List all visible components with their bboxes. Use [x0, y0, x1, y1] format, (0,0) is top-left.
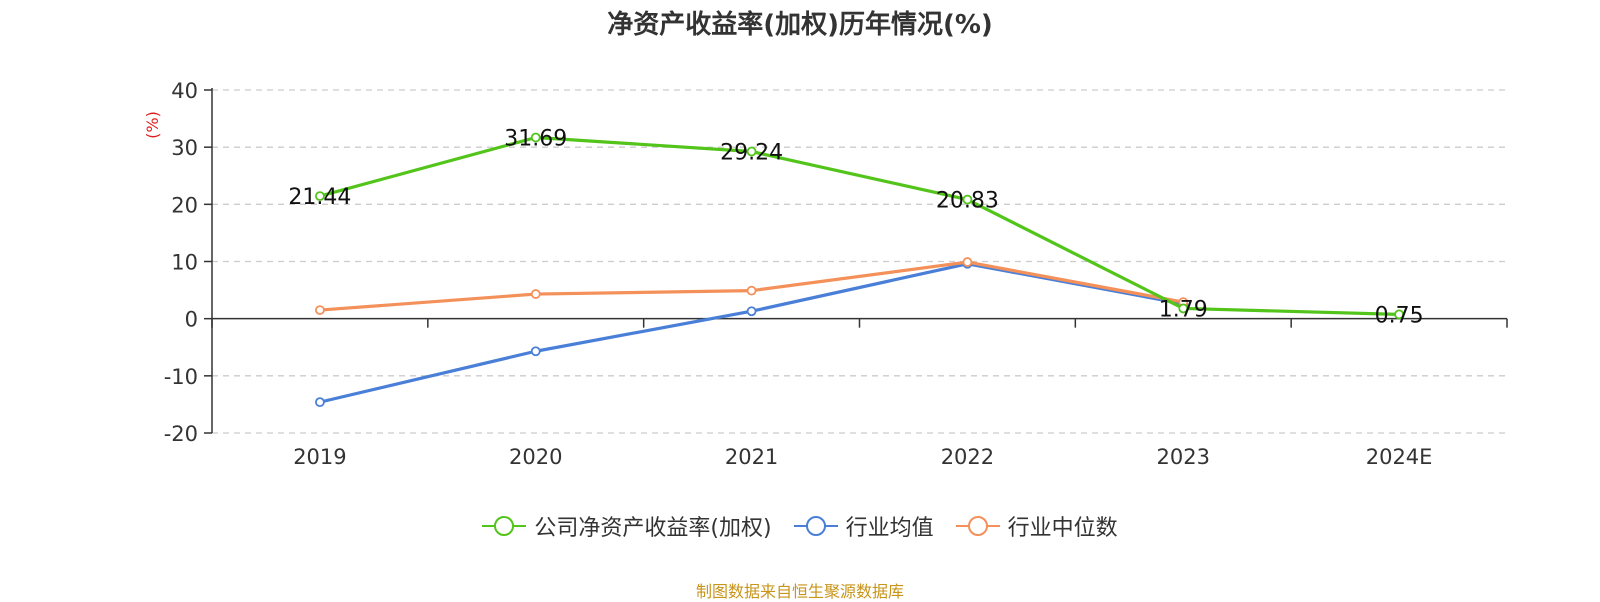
data-label: 20.83	[936, 189, 999, 214]
data-point	[962, 194, 973, 205]
x-tick-label: 2019	[293, 445, 346, 469]
data-point	[530, 132, 541, 143]
data-point	[315, 305, 325, 315]
series-lines	[315, 132, 1404, 408]
y-tick-label: 20	[171, 193, 198, 217]
y-tick-label: 40	[171, 79, 198, 103]
x-tick-label: 2022	[941, 445, 994, 469]
source-note: 制图数据来自恒生聚源数据库	[695, 582, 904, 601]
legend: 公司净资产收益率(加权) 行业均值 行业中位数	[0, 510, 1600, 542]
data-point	[530, 289, 541, 299]
data-point	[746, 285, 757, 296]
series-line-1	[319, 262, 1184, 404]
chart-title: 净资产收益率(加权)历年情况(%)	[607, 10, 993, 40]
data-point	[746, 146, 757, 157]
data-label: 29.24	[720, 141, 783, 166]
data-label: 1.79	[1159, 297, 1208, 322]
series-line-0	[319, 135, 1400, 316]
data-label: 21.44	[288, 185, 351, 210]
data-point	[315, 397, 325, 408]
data-point	[746, 306, 757, 317]
x-tick-label: 2023	[1157, 445, 1210, 469]
axes: 40 30 20 10 0 -10 -20 2019 2020 2021 2022 2023 2024E	[164, 79, 1508, 469]
x-tick-label: 2021	[725, 445, 778, 469]
legend-item-2[interactable]: 行业中位数	[955, 510, 1118, 542]
legend-label: 行业均值	[845, 516, 934, 541]
legend-swatch-icon	[793, 516, 838, 536]
data-point	[315, 191, 325, 202]
data-point	[962, 257, 973, 267]
grid-lines	[212, 89, 1507, 434]
y-tick-label: -10	[164, 365, 198, 389]
legend-swatch-icon	[482, 516, 527, 536]
legend-label: 公司净资产收益率(加权)	[534, 516, 772, 541]
data-point	[1394, 309, 1404, 320]
x-tick-label: 2024E	[1366, 445, 1433, 469]
data-label: 0.75	[1375, 303, 1424, 328]
data-point	[1178, 303, 1189, 314]
y-tick-label: -20	[164, 422, 198, 446]
y-tick-label: 10	[171, 251, 198, 275]
data-label: 31.69	[504, 127, 567, 152]
legend-item-0[interactable]: 公司净资产收益率(加权)	[482, 510, 772, 542]
x-tick-label: 2020	[509, 445, 562, 469]
y-axis-label: (%)	[143, 111, 162, 139]
legend-swatch-icon	[955, 516, 1000, 536]
y-tick-label: 0	[185, 308, 198, 332]
data-labels: 21.44 31.69 29.24 20.83 1.79 0.75	[288, 127, 1423, 329]
legend-item-1[interactable]: 行业均值	[793, 510, 934, 542]
data-point	[530, 346, 541, 357]
legend-label: 行业中位数	[1007, 516, 1118, 541]
y-tick-label: 30	[171, 136, 198, 160]
